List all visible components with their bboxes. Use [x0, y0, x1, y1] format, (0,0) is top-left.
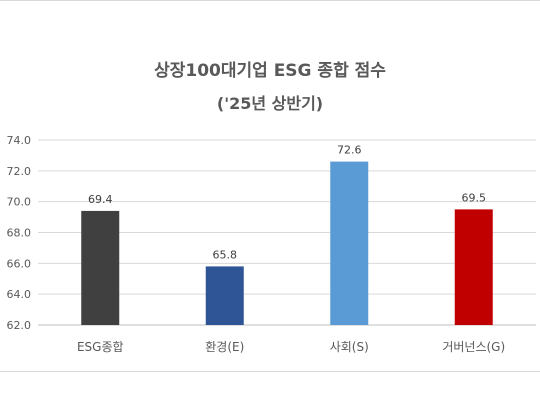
bar	[205, 266, 244, 325]
y-tick-label: 66.0	[7, 257, 32, 270]
x-category-label: 사회(S)	[330, 340, 369, 354]
frame-top-border	[0, 0, 540, 1]
x-category-label: 환경(E)	[205, 340, 244, 354]
data-label: 69.5	[462, 191, 487, 204]
y-tick-label: 64.0	[7, 288, 32, 301]
bar	[454, 209, 493, 325]
y-tick-label: 72.0	[7, 165, 32, 178]
chart-title: 상장100대기업 ESG 종합 점수	[154, 61, 386, 81]
data-label: 69.4	[88, 193, 113, 206]
data-label: 72.6	[337, 144, 362, 157]
frame-bottom-border	[0, 371, 540, 372]
y-tick-label: 62.0	[7, 319, 32, 332]
x-category-label: ESG종합	[77, 340, 124, 354]
bar	[81, 210, 120, 325]
chart-subtitle: ('25년 상반기)	[216, 94, 324, 113]
y-tick-label: 68.0	[7, 227, 32, 240]
data-label: 65.8	[213, 248, 238, 261]
x-category-label: 거버넌스(G)	[442, 340, 505, 354]
y-tick-label: 74.0	[7, 134, 32, 147]
y-tick-label: 70.0	[7, 196, 32, 209]
bar	[330, 161, 369, 325]
